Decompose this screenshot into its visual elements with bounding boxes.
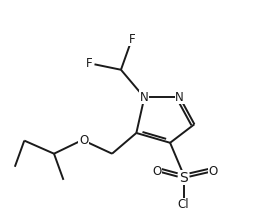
Text: F: F	[86, 57, 92, 70]
Text: O: O	[79, 134, 88, 147]
Text: Cl: Cl	[178, 198, 190, 211]
Text: O: O	[209, 165, 218, 178]
Text: N: N	[140, 90, 149, 104]
Text: O: O	[152, 165, 161, 178]
Text: S: S	[179, 171, 188, 185]
Text: N: N	[175, 90, 184, 104]
Text: F: F	[129, 33, 135, 46]
